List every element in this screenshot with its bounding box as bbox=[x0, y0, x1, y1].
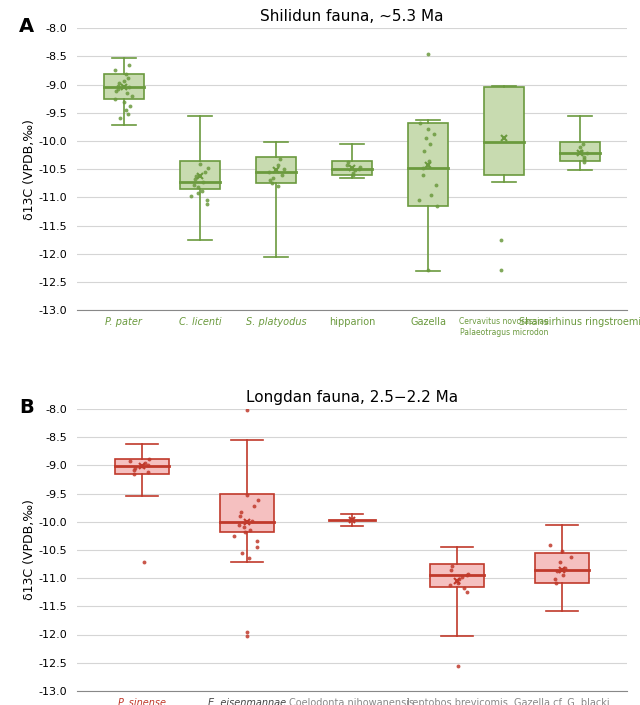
FancyBboxPatch shape bbox=[484, 87, 524, 175]
Text: Leptobos brevicomis: Leptobos brevicomis bbox=[406, 698, 508, 705]
Y-axis label: δ13C (VPDB,‰): δ13C (VPDB,‰) bbox=[22, 118, 36, 220]
Text: Palaeotragus microdon: Palaeotragus microdon bbox=[460, 329, 548, 337]
FancyBboxPatch shape bbox=[220, 493, 275, 532]
Title: Shilidun fauna, ~5.3 Ma: Shilidun fauna, ~5.3 Ma bbox=[260, 9, 444, 24]
Text: Cervavitus novorassiae: Cervavitus novorassiae bbox=[459, 317, 549, 326]
FancyBboxPatch shape bbox=[535, 553, 589, 582]
FancyBboxPatch shape bbox=[332, 161, 372, 175]
FancyBboxPatch shape bbox=[408, 123, 448, 206]
FancyBboxPatch shape bbox=[180, 161, 220, 189]
Text: E. eisenmannae: E. eisenmannae bbox=[208, 698, 286, 705]
Text: P. pater: P. pater bbox=[106, 317, 142, 327]
Text: B: B bbox=[19, 398, 34, 417]
FancyBboxPatch shape bbox=[429, 564, 484, 587]
Title: Longdan fauna, 2.5−2.2 Ma: Longdan fauna, 2.5−2.2 Ma bbox=[246, 390, 458, 405]
FancyBboxPatch shape bbox=[115, 458, 169, 474]
Y-axis label: δ13C (VPDB,‰): δ13C (VPDB,‰) bbox=[22, 499, 36, 601]
Text: S. platyodus: S. platyodus bbox=[246, 317, 307, 327]
Text: Coelodonta nihowanensis: Coelodonta nihowanensis bbox=[289, 698, 415, 705]
Text: Gazella: Gazella bbox=[410, 317, 446, 327]
Text: A: A bbox=[19, 17, 34, 36]
FancyBboxPatch shape bbox=[256, 157, 296, 183]
Text: Gazella cf. G. blacki: Gazella cf. G. blacki bbox=[515, 698, 610, 705]
Text: Shansirhinus ringstroemi: Shansirhinus ringstroemi bbox=[519, 317, 640, 327]
FancyBboxPatch shape bbox=[104, 75, 144, 99]
Text: P. sinense: P. sinense bbox=[118, 698, 166, 705]
FancyBboxPatch shape bbox=[560, 142, 600, 161]
Text: hipparion: hipparion bbox=[329, 317, 375, 327]
Text: C. licenti: C. licenti bbox=[179, 317, 221, 327]
